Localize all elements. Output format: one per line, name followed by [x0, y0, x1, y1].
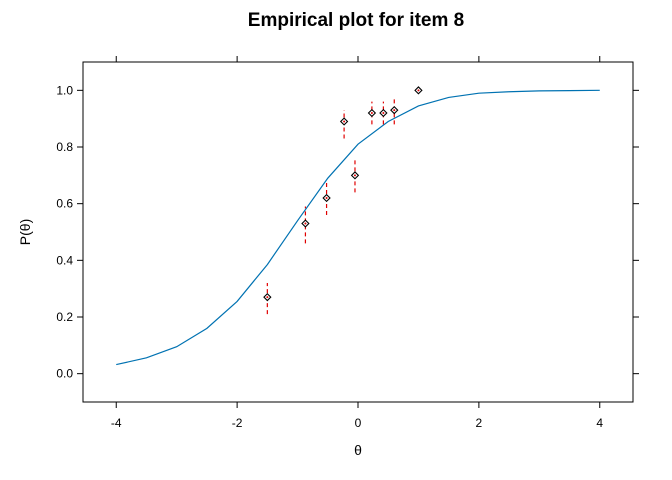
y-tick-label: 0.8 — [56, 140, 73, 154]
x-tick-label: 2 — [476, 416, 483, 430]
x-ticks: -4 -2 0 2 4 — [111, 56, 603, 430]
y-axis-label: P(θ) — [17, 219, 33, 245]
x-tick-label: -2 — [232, 416, 243, 430]
x-tick-label: -4 — [111, 416, 122, 430]
fitted-curve — [116, 89, 600, 366]
y-tick-label: 0.4 — [56, 253, 73, 267]
x-tick-label: 4 — [596, 416, 603, 430]
data-point-center — [393, 109, 396, 112]
data-point-center — [304, 222, 307, 225]
data-point-center — [417, 89, 420, 92]
data-points-group — [263, 86, 423, 315]
y-tick-label: 0.0 — [56, 367, 73, 381]
data-point-center — [370, 112, 373, 114]
x-tick-label: 0 — [355, 416, 362, 430]
x-axis-label: θ — [354, 442, 362, 458]
y-tick-label: 0.6 — [56, 197, 73, 211]
data-point-center — [343, 120, 346, 123]
data-point-center — [382, 112, 385, 114]
y-tick-label: 0.2 — [56, 310, 73, 324]
data-point-center — [266, 296, 269, 299]
fitted-curve-group — [116, 89, 600, 366]
y-ticks: 0.0 0.2 0.4 0.6 0.8 1.0 — [56, 83, 639, 381]
data-point-center — [353, 174, 356, 177]
chart-title: Empirical plot for item 8 — [248, 10, 464, 31]
data-point-center — [325, 197, 328, 199]
y-tick-label: 1.0 — [56, 83, 73, 97]
